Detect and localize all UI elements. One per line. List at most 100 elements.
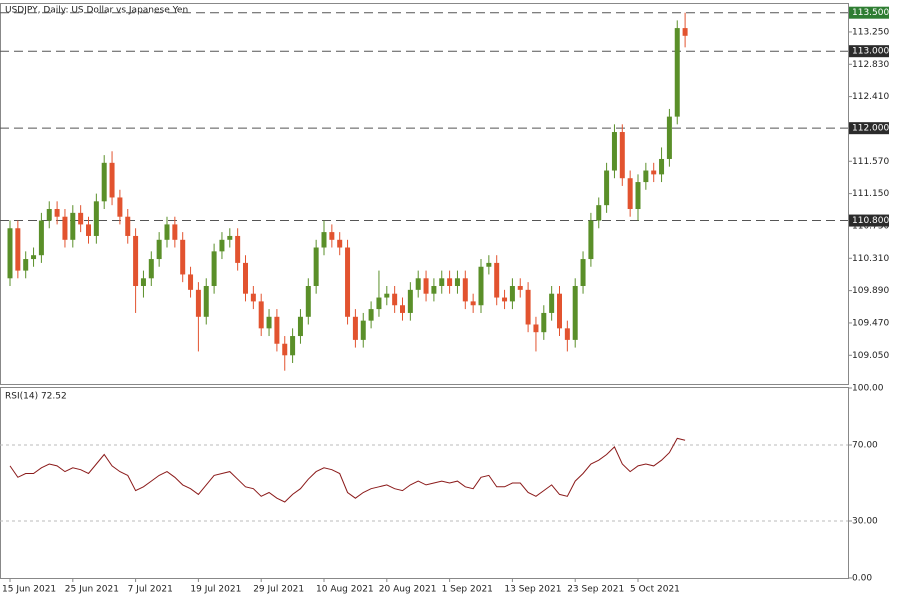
rsi-line	[9, 437, 686, 503]
candle-body	[227, 235, 233, 240]
candle-body	[54, 209, 60, 217]
candle-body	[407, 289, 413, 313]
candle-body	[117, 197, 123, 217]
x-tick-label: 5 Oct 2021	[630, 585, 680, 595]
candle-body	[62, 216, 68, 240]
candle-body	[211, 251, 217, 286]
candle-body	[439, 278, 445, 286]
candle-body	[337, 239, 343, 248]
candle-body	[627, 178, 633, 210]
candle-body	[266, 316, 272, 329]
candle-body	[651, 170, 657, 175]
candle-body	[360, 320, 366, 340]
level-label-box	[849, 45, 889, 58]
candle-body	[376, 297, 382, 310]
candle-body	[400, 305, 405, 313]
candle-body	[368, 309, 374, 321]
candle-body	[619, 132, 625, 179]
candle-body	[31, 255, 37, 260]
chart-title: USDJPY, Daily: US Dollar vs Japanese Yen	[5, 6, 188, 16]
candle-body	[78, 212, 84, 225]
candle-body	[101, 162, 107, 202]
candle-body	[486, 262, 492, 267]
y-tick-label: 100.00	[852, 384, 884, 394]
candle-body	[470, 301, 476, 306]
candle-body	[148, 259, 154, 279]
level-label-box	[849, 214, 889, 227]
y-tick-label: 109.890	[852, 286, 889, 296]
candle-body	[70, 212, 76, 240]
candle-body	[258, 301, 264, 329]
candle-body	[329, 232, 335, 240]
x-tick-label: 19 Jul 2021	[190, 585, 241, 595]
y-tick-label: 110.310	[852, 254, 889, 264]
level-label-box	[849, 6, 889, 19]
level-label-box	[849, 122, 889, 135]
y-tick-label: 109.470	[852, 318, 889, 328]
candle-body	[509, 285, 515, 302]
candle-body	[659, 158, 665, 175]
candle-body	[549, 293, 555, 313]
x-tick-label: 15 Jun 2021	[2, 585, 56, 595]
candle-body	[384, 293, 390, 298]
candle-body	[604, 170, 610, 206]
price-panel	[0, 3, 849, 385]
candle-body	[588, 220, 594, 260]
candle-body	[525, 289, 531, 325]
candle-body	[7, 228, 13, 279]
y-tick-label: 112.830	[852, 60, 889, 70]
x-tick-label: 20 Aug 2021	[379, 585, 437, 595]
level-label: 113.500	[852, 8, 889, 18]
candle-body	[596, 205, 602, 221]
x-tick-label: 13 Sep 2021	[504, 585, 561, 595]
candle-body	[93, 201, 99, 236]
candle-body	[572, 285, 578, 340]
candle-body	[305, 285, 311, 317]
candle-body	[415, 278, 421, 290]
candle-body	[321, 232, 327, 248]
candle-body	[392, 293, 398, 306]
candle-body	[15, 228, 21, 271]
candle-body	[431, 285, 437, 294]
candle-body	[250, 293, 256, 302]
candle-body	[611, 132, 617, 171]
candle-body	[462, 278, 468, 302]
candle-body	[313, 247, 319, 286]
candle-body	[156, 239, 162, 260]
y-tick-label: 0.00	[852, 574, 872, 584]
candle-body	[635, 182, 641, 210]
candle-body	[478, 266, 484, 306]
candle-body	[109, 162, 115, 198]
y-tick-label: 70.00	[852, 441, 878, 451]
rsi-title: RSI(14) 72.52	[5, 392, 67, 402]
candle-body	[38, 220, 44, 256]
candle-body	[140, 278, 146, 286]
candle-body	[180, 239, 186, 275]
candle-body	[666, 116, 672, 159]
y-tick-label: 111.570	[852, 157, 889, 167]
candle-body	[423, 278, 429, 294]
level-label: 113.000	[852, 47, 889, 57]
x-tick-label: 10 Aug 2021	[316, 585, 374, 595]
candle-body	[282, 343, 288, 356]
candle-body	[46, 209, 52, 221]
candle-body	[203, 285, 209, 317]
y-tick-label: 30.00	[852, 517, 878, 527]
candle-body	[682, 28, 688, 36]
candle-body	[290, 336, 296, 356]
y-tick-label: 112.410	[852, 92, 889, 102]
candle-body	[274, 316, 280, 344]
candle-body	[447, 278, 453, 286]
candle-body	[674, 28, 680, 117]
y-tick-label: 109.050	[852, 351, 889, 361]
candle-body	[352, 316, 358, 340]
y-tick-label: 113.250	[852, 27, 889, 37]
x-tick-label: 1 Sep 2021	[442, 585, 493, 595]
rsi-panel	[0, 387, 849, 579]
candle-body	[172, 224, 178, 240]
candle-body	[219, 239, 225, 252]
candle-body	[195, 289, 201, 317]
candle-body	[133, 235, 139, 286]
candle-body	[517, 285, 523, 290]
